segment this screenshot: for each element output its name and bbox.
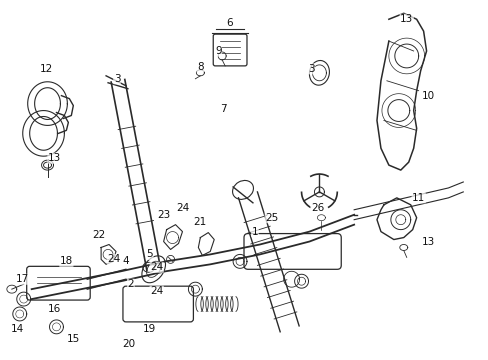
Text: 13: 13 <box>48 153 61 163</box>
Text: 14: 14 <box>11 324 24 334</box>
Text: 4: 4 <box>122 256 129 266</box>
Text: 7: 7 <box>220 104 226 113</box>
Text: 3: 3 <box>113 74 120 84</box>
Text: 19: 19 <box>143 324 156 334</box>
Text: 16: 16 <box>48 304 61 314</box>
Text: 24: 24 <box>150 262 163 272</box>
Text: 24: 24 <box>107 255 121 264</box>
Text: 6: 6 <box>225 18 232 28</box>
Text: 8: 8 <box>197 62 203 72</box>
Text: 23: 23 <box>157 210 170 220</box>
Text: 9: 9 <box>214 46 221 56</box>
Text: 15: 15 <box>66 334 80 344</box>
Text: 24: 24 <box>150 286 163 296</box>
Text: 11: 11 <box>411 193 425 203</box>
Text: 2: 2 <box>127 279 134 289</box>
Text: 13: 13 <box>421 237 434 247</box>
Text: 13: 13 <box>399 14 412 24</box>
Text: 24: 24 <box>176 203 189 213</box>
Text: 12: 12 <box>40 64 53 74</box>
Text: 17: 17 <box>16 274 29 284</box>
Text: 5: 5 <box>146 249 153 260</box>
Text: 18: 18 <box>60 256 73 266</box>
Text: 21: 21 <box>193 217 206 227</box>
Text: 26: 26 <box>310 203 324 213</box>
Text: 3: 3 <box>307 64 314 74</box>
Text: 22: 22 <box>92 230 105 239</box>
Text: 25: 25 <box>264 213 278 223</box>
Text: 20: 20 <box>122 339 135 349</box>
Text: 1: 1 <box>251 226 258 237</box>
Text: 10: 10 <box>421 91 434 101</box>
